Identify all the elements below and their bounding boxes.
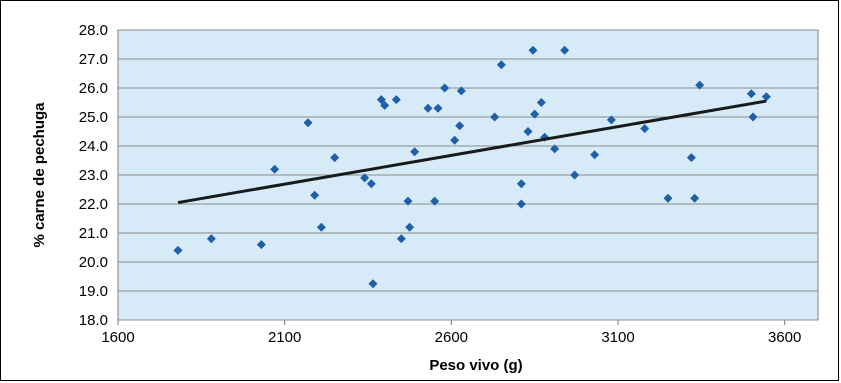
data-point bbox=[570, 170, 580, 180]
data-point bbox=[606, 115, 616, 125]
x-tick-label: 3600 bbox=[768, 329, 801, 346]
y-tick-label: 24.0 bbox=[79, 138, 108, 155]
data-point bbox=[528, 45, 538, 55]
data-point bbox=[256, 240, 266, 250]
data-point bbox=[403, 196, 413, 206]
x-tick-label: 2600 bbox=[435, 329, 468, 346]
y-tick-label: 26.0 bbox=[79, 80, 108, 97]
data-point bbox=[396, 234, 406, 244]
data-point bbox=[368, 279, 378, 289]
data-point bbox=[303, 118, 313, 128]
data-point bbox=[405, 222, 415, 232]
x-tick-label: 2100 bbox=[268, 329, 301, 346]
data-point bbox=[523, 127, 533, 136]
data-point bbox=[590, 150, 600, 160]
data-point bbox=[366, 179, 376, 189]
data-point bbox=[173, 245, 183, 255]
data-point bbox=[456, 86, 466, 96]
data-point bbox=[330, 153, 340, 163]
y-tick-label: 21.0 bbox=[79, 225, 108, 242]
y-tick-label: 20.0 bbox=[79, 254, 108, 271]
data-points bbox=[173, 45, 771, 289]
data-point bbox=[433, 103, 443, 113]
y-tick-label: 18.0 bbox=[79, 312, 108, 329]
y-tick-label: 22.0 bbox=[79, 196, 108, 213]
data-point bbox=[746, 89, 756, 99]
data-point bbox=[490, 112, 500, 122]
data-point bbox=[380, 100, 390, 110]
data-point bbox=[206, 234, 216, 244]
x-tick-label: 1600 bbox=[101, 329, 134, 346]
data-point bbox=[423, 103, 433, 113]
data-point bbox=[761, 92, 771, 102]
data-point bbox=[316, 222, 326, 232]
data-point bbox=[663, 193, 673, 203]
x-axis-title: Peso vivo (g) bbox=[429, 357, 522, 374]
y-tick-labels: 18.0 19.0 20.0 21.0 22.0 23.0 24.0 25.0 26.0 27.0… bbox=[79, 22, 108, 329]
data-point bbox=[695, 80, 705, 90]
data-point bbox=[530, 109, 540, 119]
trendline bbox=[177, 99, 767, 205]
x-tick-label: 3100 bbox=[601, 329, 634, 346]
y-tick-label: 28.0 bbox=[79, 22, 108, 39]
data-point bbox=[640, 124, 650, 134]
y-tick-label: 23.0 bbox=[79, 167, 108, 184]
data-point bbox=[560, 45, 570, 55]
gridlines bbox=[118, 29, 818, 321]
y-tick-label: 19.0 bbox=[79, 283, 108, 300]
data-point bbox=[360, 173, 370, 183]
data-point bbox=[550, 144, 560, 154]
data-point bbox=[430, 196, 440, 206]
data-point bbox=[496, 60, 506, 70]
data-point bbox=[686, 153, 696, 163]
data-point bbox=[536, 98, 546, 107]
data-point bbox=[516, 199, 526, 209]
y-tick-label: 25.0 bbox=[79, 109, 108, 126]
data-point bbox=[270, 164, 280, 174]
data-point bbox=[690, 193, 700, 203]
y-axis-title: % carne de pechuga bbox=[31, 102, 48, 248]
x-tick-labels: 1600 2100 2600 3100 3600 bbox=[101, 320, 801, 346]
data-point bbox=[440, 83, 450, 93]
data-point bbox=[310, 190, 320, 200]
data-point bbox=[410, 147, 420, 157]
data-point bbox=[376, 95, 386, 105]
data-point bbox=[748, 112, 758, 122]
data-point bbox=[455, 121, 465, 131]
data-point bbox=[516, 179, 526, 189]
y-tick-label: 27.0 bbox=[79, 51, 108, 68]
data-point bbox=[391, 95, 401, 105]
data-point bbox=[450, 135, 460, 145]
